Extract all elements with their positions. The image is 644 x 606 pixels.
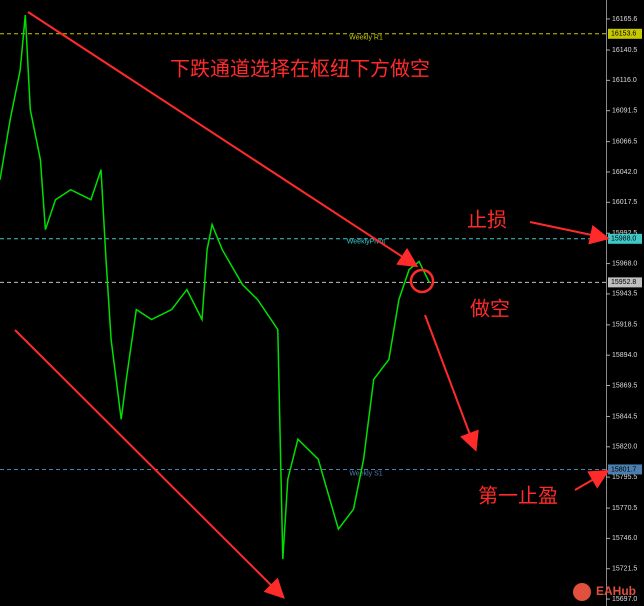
annotation: 止损 xyxy=(467,208,507,232)
y-tick-label: 15918.5 xyxy=(612,322,637,329)
price-label: 15988.0 xyxy=(611,236,636,243)
y-tick-label: 15992.5 xyxy=(612,230,637,237)
y-tick-label: 16042.0 xyxy=(612,169,637,176)
price-box xyxy=(608,28,642,39)
y-tick-label: 15844.5 xyxy=(612,413,637,420)
y-tick-label: 16091.5 xyxy=(612,108,637,115)
price-box xyxy=(608,233,642,244)
level-name: Weekly R1 xyxy=(349,35,383,42)
arrows xyxy=(14,11,610,599)
brand: EAHub xyxy=(596,584,636,598)
y-tick-label: 15894.0 xyxy=(612,352,637,359)
annotation: 做空 xyxy=(470,297,510,321)
level-name: Weekly S1 xyxy=(349,470,382,477)
brand-logo xyxy=(573,583,591,601)
price-label: 16153.6 xyxy=(611,31,636,38)
y-tick-label: 15795.5 xyxy=(612,474,637,481)
price-label: 15952.8 xyxy=(611,279,636,286)
y-tick-label: 16017.5 xyxy=(612,199,637,206)
annotation: 下跌通道选择在枢纽下方做空 xyxy=(170,57,430,81)
y-tick-label: 15869.5 xyxy=(612,382,637,389)
y-tick-label: 15943.5 xyxy=(612,291,637,298)
price-label: 15801.7 xyxy=(611,466,636,473)
y-tick-label: 15746.0 xyxy=(612,535,637,542)
y-tick-label: 16116.0 xyxy=(612,77,637,84)
y-tick-label: 15697.0 xyxy=(612,596,637,603)
y-tick-label: 15721.5 xyxy=(612,566,637,573)
level-name: WeeklyPivot xyxy=(347,239,385,246)
annotation: 第一止盈 xyxy=(478,484,558,508)
y-tick-label: 15820.0 xyxy=(612,444,637,451)
y-tick-label: 16165.6 xyxy=(612,16,637,23)
price-line xyxy=(0,14,430,560)
price-box xyxy=(608,464,642,475)
y-tick-label: 15968.0 xyxy=(612,260,637,267)
y-tick-label: 16066.5 xyxy=(612,138,637,145)
price-box xyxy=(608,277,642,288)
y-tick-label: 16140.5 xyxy=(612,47,637,54)
y-tick-label: 15770.5 xyxy=(612,505,637,512)
